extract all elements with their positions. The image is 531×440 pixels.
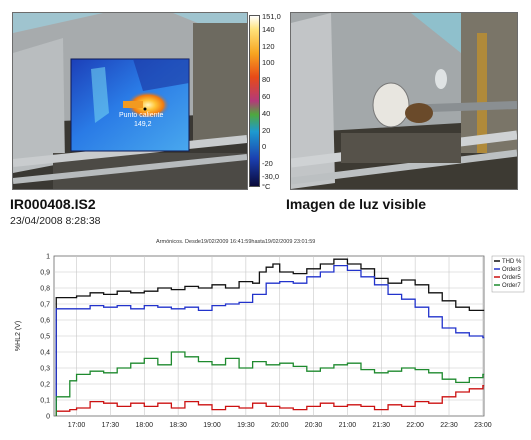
x-tick-label: 20:30 — [305, 422, 323, 429]
legend-label: THD % — [502, 259, 522, 265]
scale-label: 80 — [262, 75, 271, 84]
y-tick-label: 0,2 — [40, 382, 50, 389]
file-id: IR000408.IS2 — [10, 196, 96, 212]
x-tick-label: 17:30 — [102, 422, 120, 429]
series-line-1 — [55, 264, 485, 416]
y-axis-label: %HL2 (V) — [15, 321, 22, 351]
series-line-2 — [55, 384, 485, 416]
scale-label: 151,0 — [262, 12, 281, 21]
x-tick-label: 22:00 — [406, 422, 424, 429]
hot-spot-value: 149,2 — [134, 121, 152, 128]
scale-label: 40 — [262, 109, 271, 118]
y-tick-label: 0,1 — [40, 398, 50, 405]
y-tick-label: 0 — [46, 414, 50, 421]
y-tick-label: 0,4 — [40, 350, 50, 357]
x-tick-label: 19:00 — [203, 422, 221, 429]
x-tick-label: 18:00 — [136, 422, 154, 429]
scale-label: 20 — [262, 126, 271, 135]
y-tick-label: 0,8 — [40, 286, 50, 293]
scale-label: -30,0 — [262, 172, 280, 181]
temperature-scale-labels: 151,0 140 120 100 80 60 40 20 0 -20 -30,… — [262, 12, 290, 191]
chart-title: Armónicos. Desde19/02/2009 16:41:59hasta… — [156, 239, 316, 245]
scale-label: 100 — [262, 58, 275, 67]
visible-image-label: Imagen de luz visible — [286, 196, 427, 212]
legend-label: Order3 — [502, 267, 521, 273]
y-tick-label: 0,6 — [40, 318, 50, 325]
capture-datetime: 23/04/2008 8:28:38 — [10, 215, 101, 227]
scale-label: -20 — [262, 159, 273, 168]
x-tick-label: 23:00 — [474, 422, 492, 429]
scale-unit: °C — [262, 182, 271, 191]
visible-light-photo — [290, 12, 518, 190]
x-tick-label: 20:00 — [271, 422, 289, 429]
scale-label: 120 — [262, 42, 275, 51]
x-tick-label: 21:30 — [373, 422, 391, 429]
thermal-photo-scene — [13, 13, 247, 189]
legend-box — [491, 255, 525, 293]
y-tick-label: 1 — [46, 254, 50, 261]
harmonics-chart: 0 0,1 0,2 0,3 0,4 0,5 0,6 0,7 0,8 0,9 1 17:00 17:30 1… — [15, 254, 525, 429]
y-tick-label: 0,7 — [40, 302, 50, 309]
y-tick-label: 0,3 — [40, 366, 50, 373]
scale-label: 140 — [262, 25, 275, 34]
series-line-0 — [55, 258, 485, 416]
x-tick-label: 17:00 — [68, 422, 86, 429]
x-tick-label: 21:00 — [339, 422, 357, 429]
thermal-photo: Punto caliente 149,2 — [12, 12, 248, 190]
x-tick-label: 18:30 — [169, 422, 187, 429]
x-tick-label: 19:30 — [237, 422, 255, 429]
series-line-3 — [55, 351, 485, 416]
scale-label: 60 — [262, 92, 271, 101]
scale-label: 0 — [262, 142, 267, 151]
legend-label: Order7 — [502, 283, 521, 289]
temperature-scale-bar — [249, 15, 260, 187]
y-tick-label: 0,9 — [40, 270, 50, 277]
y-tick-label: 0,5 — [40, 334, 50, 341]
hot-spot-label: Punto caliente — [119, 112, 164, 119]
legend-label: Order5 — [502, 275, 521, 281]
x-tick-label: 22:30 — [440, 422, 458, 429]
visible-light-photo-scene — [291, 13, 517, 189]
